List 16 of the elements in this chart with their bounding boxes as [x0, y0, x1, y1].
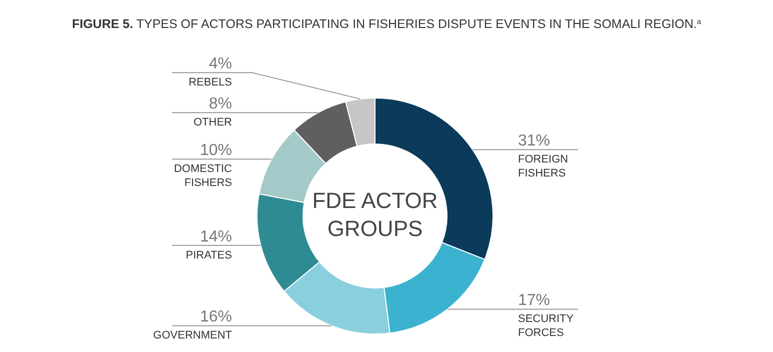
slice-label: REBELS — [188, 76, 232, 89]
slice-label: PIRATES — [186, 249, 232, 262]
data-label: 16% — [200, 308, 232, 326]
data-label: 14% — [200, 228, 232, 246]
data-label: 17% — [518, 292, 550, 310]
text: FDE ACTOR GROUPS — [312, 188, 438, 241]
data-label: 31% — [518, 132, 550, 150]
slice-label: SECURITY FORCES — [518, 313, 574, 340]
slice-label: OTHER — [194, 116, 232, 129]
slice-label: DOMESTIC FISHERS — [174, 163, 232, 190]
data-label: 4% — [208, 56, 232, 73]
data-label: 8% — [208, 96, 232, 113]
data-label: 10% — [200, 142, 232, 160]
chart-title: FIGURE 5. TYPES OF ACTORS PARTICIPATING IN FISHERIES DISPUTE EVENTS IN THE SOMALI REGION.$^{a}$ — [72, 16, 702, 31]
slice-label: FOREIGN FISHERS — [518, 154, 568, 180]
slice-label: GOVERNMENT — [153, 330, 232, 342]
